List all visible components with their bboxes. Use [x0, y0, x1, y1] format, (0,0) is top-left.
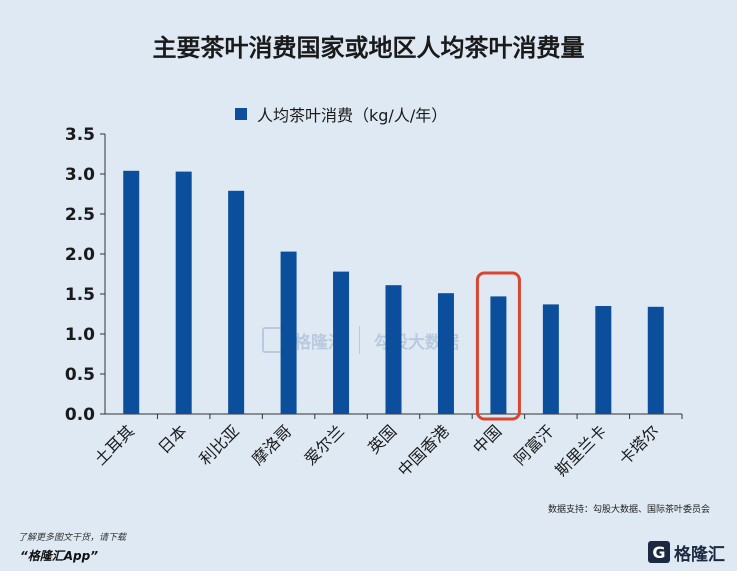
y-tick-label: 2.0 [65, 245, 95, 265]
footer-app-name: “格隆汇App” [20, 549, 98, 563]
bar [490, 296, 507, 414]
bar [123, 170, 140, 414]
bar [437, 293, 454, 414]
footer-note: 了解更多图文干货，请下载 [18, 533, 127, 543]
x-category-label: 阿富汗 [510, 421, 557, 468]
legend-swatch [235, 108, 247, 120]
bar [647, 306, 664, 414]
watermark-left-text: 格隆汇 [294, 332, 345, 353]
bar [280, 251, 297, 414]
footer-logo-text: 格隆汇 [674, 544, 725, 565]
x-category-label: 摩洛哥 [248, 421, 295, 468]
x-category-label: 土耳其 [91, 421, 138, 468]
chart-legend: 人均茶叶消费（kg/人/年） [235, 103, 447, 125]
legend-label: 人均茶叶消费（kg/人/年） [257, 106, 448, 125]
bar [595, 306, 612, 414]
bar [542, 304, 559, 414]
x-category-label: 中国香港 [394, 421, 453, 480]
x-category-label: 利比亚 [196, 421, 243, 468]
y-tick-label: 0.0 [65, 405, 95, 425]
y-tick-label: 0.5 [65, 365, 95, 385]
bar [175, 171, 192, 414]
gelonghui-logo-icon: G [648, 541, 670, 563]
y-tick-label: 1.0 [65, 325, 95, 345]
bar [333, 271, 350, 414]
y-tick-label: 3.0 [65, 165, 95, 185]
bar [228, 190, 245, 414]
x-category-label: 斯里兰卡 [551, 421, 610, 480]
highlight-box [475, 271, 521, 421]
y-tick-label: 3.5 [65, 125, 95, 145]
x-category-label: 中国 [469, 421, 505, 457]
y-tick-label: 1.5 [65, 285, 95, 305]
source-note: 数据支持：勾股大数据、国际茶叶委员会 [548, 505, 711, 515]
bar [385, 285, 402, 414]
y-tick-label: 2.5 [65, 205, 95, 225]
chart-title: 主要茶叶消费国家或地区人均茶叶消费量 [152, 34, 585, 62]
x-category-label: 卡塔尔 [615, 421, 662, 468]
watermark-separator [359, 326, 360, 354]
x-category-label: 英国 [364, 421, 400, 457]
x-category-label: 日本 [154, 421, 190, 457]
footer-logo: G 格隆汇 [648, 539, 725, 565]
x-category-label: 爱尔兰 [300, 421, 347, 468]
